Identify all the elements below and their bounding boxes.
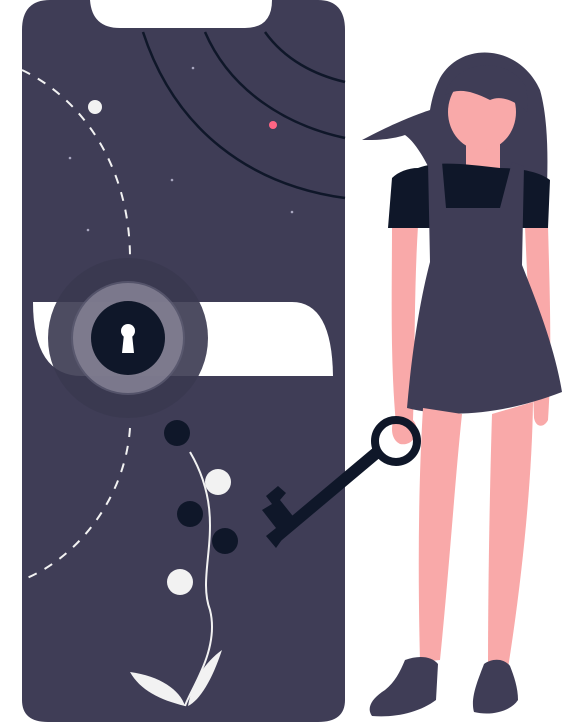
plant-leaf-left bbox=[130, 672, 185, 706]
leg-left bbox=[418, 408, 462, 662]
dashed-path-top bbox=[21, 69, 131, 259]
key bbox=[262, 416, 421, 548]
plant-dot-2 bbox=[205, 469, 231, 495]
decor-dots bbox=[68, 66, 294, 232]
signal-arc-outer bbox=[141, 31, 346, 200]
signal-arc-middle bbox=[203, 31, 346, 140]
signal-arcs bbox=[141, 31, 346, 200]
key-bit bbox=[262, 486, 296, 548]
leg-right bbox=[488, 402, 533, 668]
sparkle-2 bbox=[68, 156, 72, 160]
woman bbox=[362, 52, 562, 717]
key-ring bbox=[371, 416, 421, 466]
dashed-path-bottom bbox=[21, 427, 131, 581]
keyhole-lock bbox=[48, 258, 208, 418]
plant-leaf-right bbox=[188, 650, 222, 706]
plant-dot-3 bbox=[177, 501, 203, 527]
sparkle-5 bbox=[86, 228, 90, 232]
sparkle-4 bbox=[290, 210, 294, 214]
shoe-right bbox=[472, 659, 518, 714]
sparkle-3 bbox=[170, 178, 174, 182]
dress bbox=[407, 162, 562, 414]
plant bbox=[130, 420, 238, 707]
key-shaft bbox=[268, 447, 382, 545]
keyhole-icon-stem bbox=[122, 334, 134, 353]
sparkle-1 bbox=[191, 66, 195, 70]
pink-dot bbox=[269, 121, 277, 129]
plant-dot-1 bbox=[164, 420, 190, 446]
plant-dot-4 bbox=[212, 528, 238, 554]
signal-arc-inner bbox=[263, 31, 346, 84]
dashed-paths bbox=[21, 69, 131, 581]
shoe-left bbox=[369, 656, 438, 717]
plant-dot-5 bbox=[167, 569, 193, 595]
white-dot bbox=[88, 100, 102, 114]
hair-fringe bbox=[445, 65, 528, 112]
